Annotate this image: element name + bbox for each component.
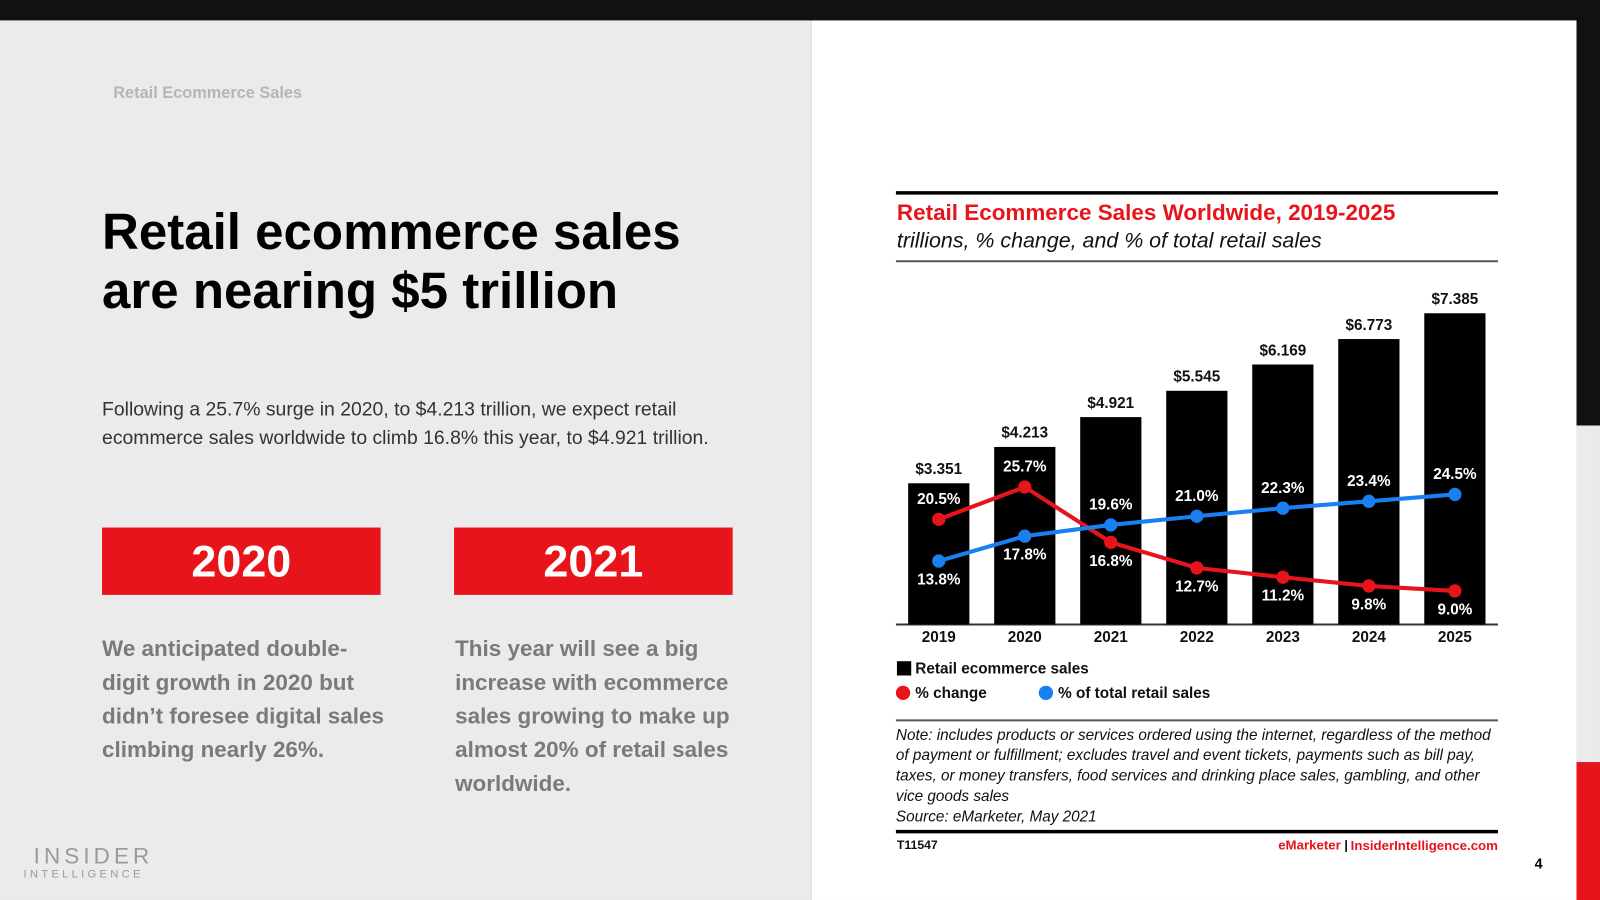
intro: Following a 25.7% surge in 2020, to $4.2…: [102, 398, 709, 449]
card-year: 2021: [454, 527, 733, 595]
marker: [1362, 494, 1376, 508]
x-tick-label: 2021: [1094, 629, 1129, 646]
marker: [1190, 561, 1204, 575]
x-tick-label: 2024: [1352, 629, 1387, 646]
bar: [1338, 339, 1400, 625]
point-label: 20.5%: [917, 491, 961, 508]
legend-label: % change: [915, 685, 986, 702]
point-label: 23.4%: [1347, 473, 1391, 490]
point-label: 25.7%: [1003, 459, 1047, 476]
x-tick-label: 2020: [1008, 629, 1042, 646]
legend-swatch: [896, 661, 912, 676]
note-text: Note: includes products or services orde…: [895, 726, 1491, 806]
marker: [932, 512, 946, 526]
bar-label: $7.385: [1431, 291, 1478, 308]
chart-id: T11547: [897, 838, 938, 852]
edge-strip: [1576, 762, 1600, 900]
credit-site: InsiderIntelligence.com: [1351, 837, 1498, 852]
legend-swatch: [1038, 685, 1054, 700]
bar: [1424, 313, 1486, 625]
marker: [932, 554, 946, 568]
point-label: 19.6%: [1089, 497, 1133, 514]
chart-title: Retail Ecommerce Sales Worldwide, 2019-2…: [897, 200, 1395, 225]
bar-label: $4.213: [1001, 425, 1048, 442]
kicker: Retail Ecommerce Sales: [113, 84, 303, 103]
x-tick-label: 2022: [1180, 629, 1214, 646]
bar: [1166, 390, 1228, 625]
point-label: 22.3%: [1261, 480, 1305, 497]
card-text: This year will see a big increase with e…: [455, 635, 730, 796]
page-number: 4: [1534, 855, 1543, 872]
marker: [1018, 529, 1032, 543]
bar-label: $4.921: [1087, 395, 1134, 412]
marker: [1276, 570, 1290, 584]
bar-label: $3.351: [915, 461, 962, 478]
legend-label: % of total retail sales: [1058, 685, 1210, 702]
marker: [1448, 487, 1462, 502]
point-label: 17.8%: [1003, 547, 1047, 564]
marker: [1362, 579, 1376, 593]
marker: [1448, 584, 1462, 598]
card-year: 2020: [102, 527, 381, 595]
chart-note: Note: includes products or services orde…: [896, 726, 1503, 828]
bar-label: $6.773: [1345, 317, 1392, 334]
edge-strip: [1576, 20, 1600, 426]
logo: INSIDER: [33, 842, 154, 869]
point-label: 11.2%: [1262, 588, 1305, 605]
marker: [1018, 480, 1032, 494]
credit-publisher: eMarketer: [1278, 837, 1341, 852]
point-label: 13.8%: [917, 571, 961, 588]
marker: [1104, 518, 1118, 532]
point-label: 9.8%: [1351, 596, 1386, 613]
edge-strip: [1576, 425, 1600, 763]
marker: [1104, 535, 1118, 549]
marker: [1276, 501, 1290, 515]
chart-subtitle: trillions, % change, and % of total reta…: [897, 228, 1322, 252]
marker: [1190, 509, 1204, 523]
point-label: 12.7%: [1175, 578, 1219, 595]
credit: InsiderIntelligence.com: [1351, 837, 1498, 852]
x-tick-label: 2025: [1438, 629, 1473, 646]
logo: INTELLIGENCE: [23, 868, 144, 881]
point-label: 16.8%: [1089, 553, 1133, 570]
credit-sep: |: [1344, 837, 1348, 852]
point-label: 24.5%: [1433, 466, 1477, 483]
point-label: 9.0%: [1437, 601, 1472, 618]
bar-label: $5.545: [1173, 369, 1220, 386]
x-tick-label: 2023: [1266, 629, 1300, 646]
legend-swatch: [895, 685, 911, 700]
bar-label: $6.169: [1259, 342, 1306, 359]
left-panel: [0, 20, 812, 900]
legend-label: Retail ecommerce sales: [915, 660, 1088, 677]
point-label: 21.0%: [1175, 488, 1219, 505]
card-text: We anticipated double-digit growth in 20…: [102, 635, 384, 763]
headline: Retail ecommerce sales are nearing $5 tr…: [102, 203, 681, 320]
x-tick-label: 2019: [922, 629, 956, 646]
source-text: Source: eMarketer, May 2021: [895, 808, 1097, 826]
